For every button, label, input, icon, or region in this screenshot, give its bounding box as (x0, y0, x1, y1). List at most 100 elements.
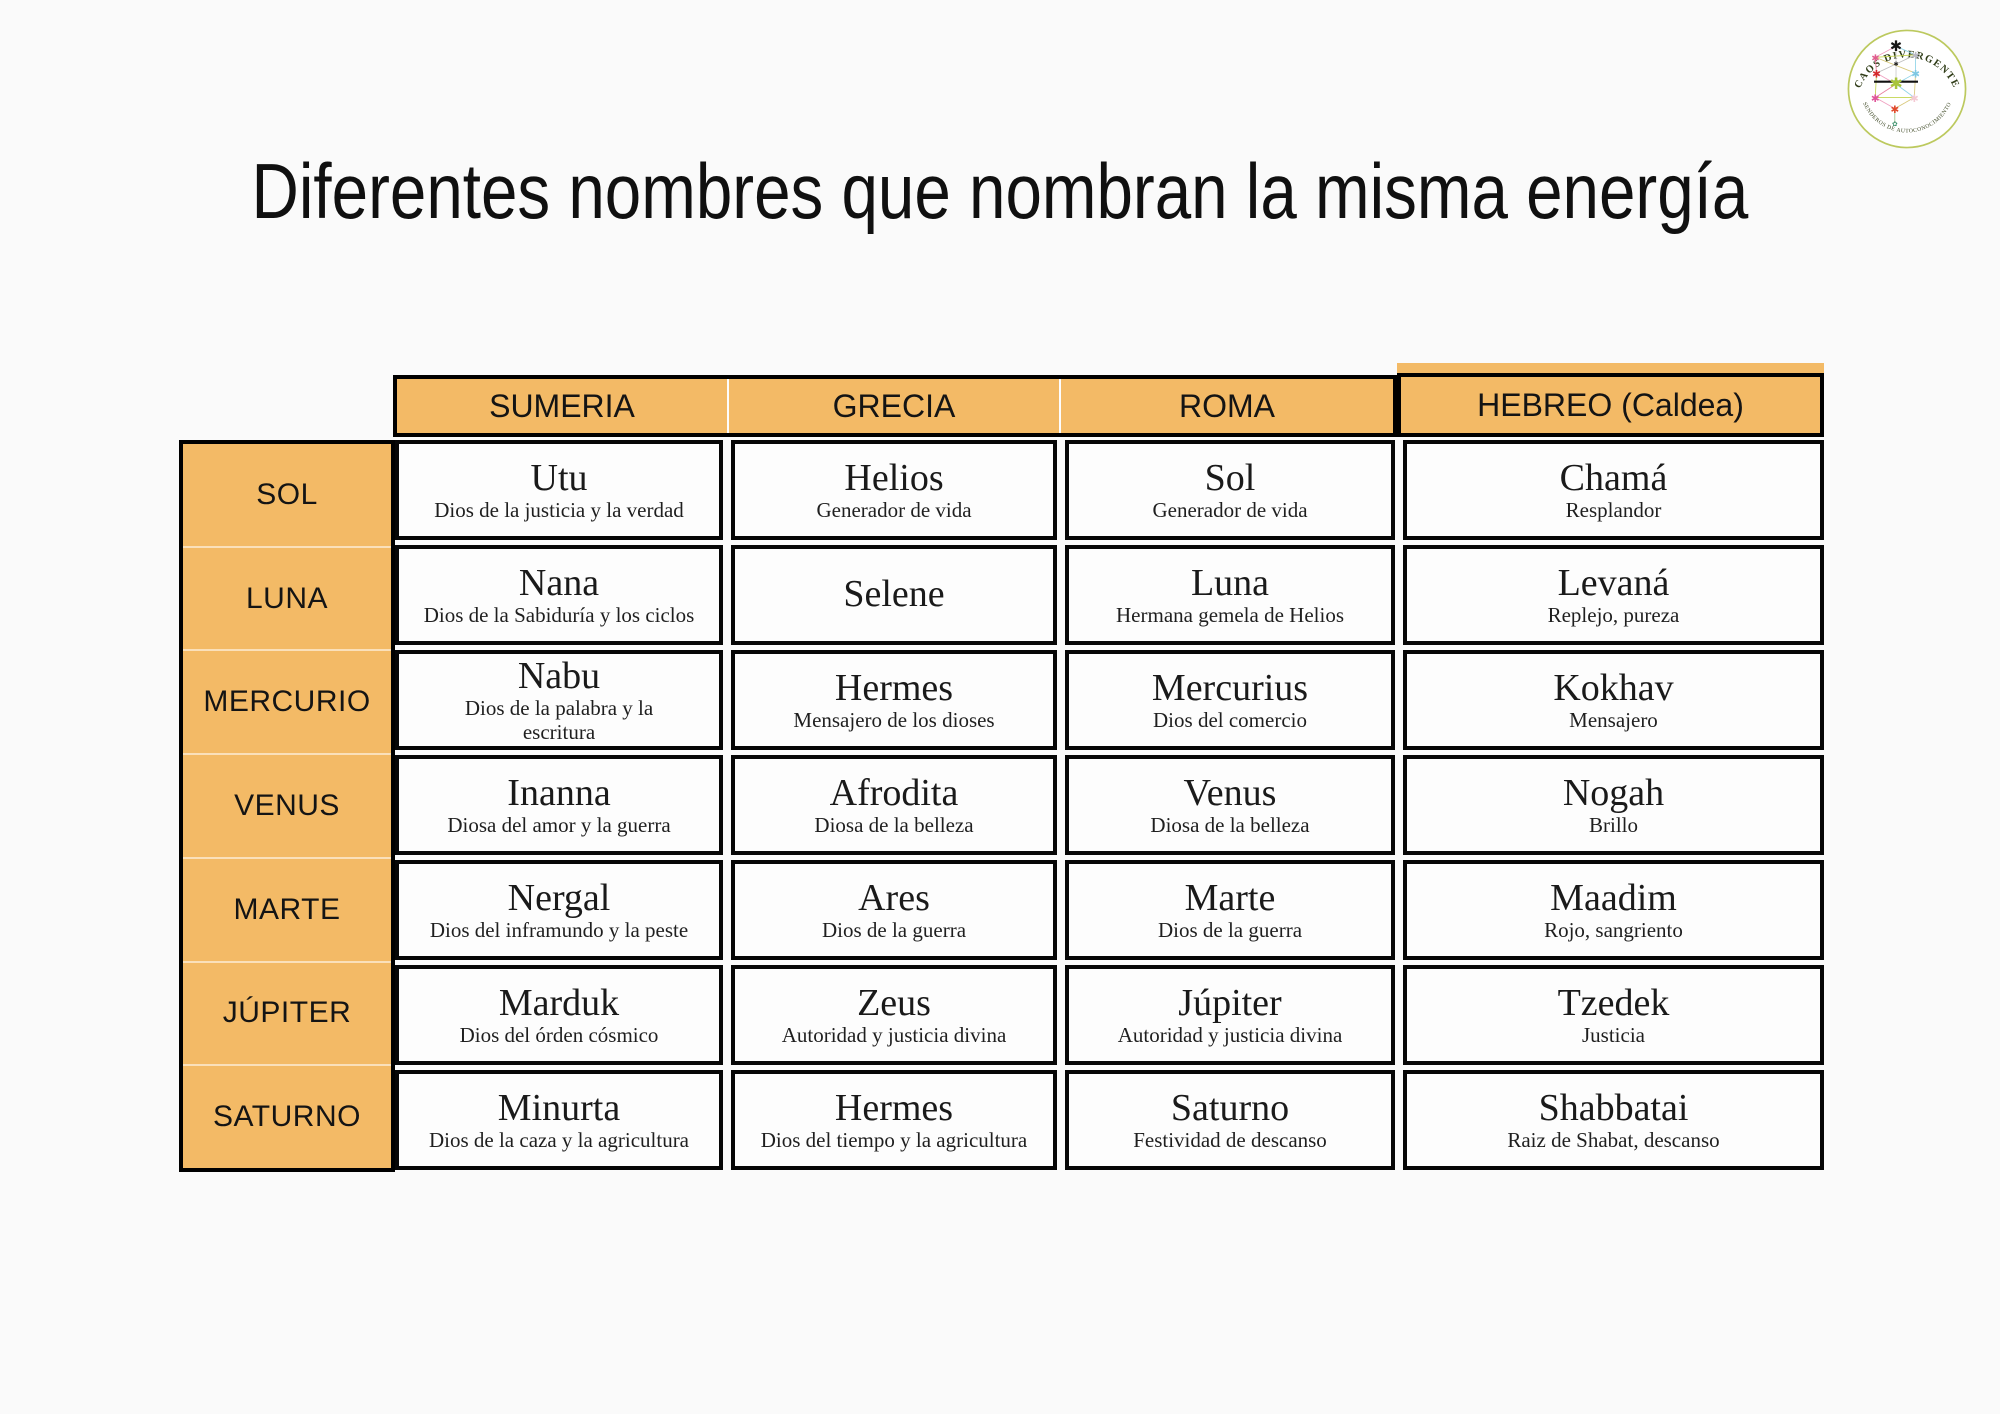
cell-venus-sumeria: Inanna Diosa del amor y la guerra (395, 755, 723, 855)
deity-name: Nergal (507, 876, 611, 919)
svg-text:✱: ✱ (1871, 93, 1880, 105)
row-header-luna: LUNA (183, 545, 391, 650)
cell-saturno-grecia: Hermes Dios del tiempo y la agricultura (731, 1070, 1057, 1170)
deity-desc: Rojo, sangriento (1544, 917, 1683, 942)
page-title: Diferentes nombres que nombran la misma … (251, 147, 1749, 235)
column-header-row: SUMERIA GRECIA ROMA (393, 375, 1397, 437)
row-header-mercurio: MERCURIO (183, 649, 391, 753)
deity-desc: Dios de la guerra (821, 917, 967, 942)
deity-name: Saturno (1170, 1086, 1290, 1129)
deity-name: Venus (1183, 771, 1277, 814)
cell-sol-roma: Sol Generador de vida (1065, 440, 1395, 540)
svg-text:✱: ✱ (1893, 61, 1898, 68)
deity-name: Nogah (1562, 771, 1665, 814)
deity-desc: Dios de la caza y la agricultura (428, 1127, 690, 1152)
deity-name: Maadim (1550, 876, 1677, 919)
svg-text:✱: ✱ (1911, 68, 1920, 80)
deity-name: Levaná (1557, 561, 1670, 604)
deity-comparison-table: SUMERIA GRECIA ROMA HEBREO (Caldea) SOL … (179, 361, 1824, 1181)
deity-desc: Dios del inframundo y la peste (429, 917, 689, 942)
deity-name: Helios (844, 456, 944, 499)
deity-name: Hermes (834, 666, 954, 709)
cell-mercurio-hebreo: Kokhav Mensajero (1403, 650, 1824, 750)
deity-desc: Dios de la guerra (1157, 917, 1303, 942)
svg-text:✱: ✱ (1871, 54, 1879, 65)
deity-name: Júpiter (1178, 981, 1282, 1024)
deity-desc: Generador de vida (816, 497, 972, 522)
cell-jupiter-hebreo: Tzedek Justicia (1403, 965, 1824, 1065)
deity-desc: Raiz de Shabat, descanso (1507, 1127, 1720, 1152)
cell-luna-roma: Luna Hermana gemela de Helios (1065, 545, 1395, 645)
deity-desc: Autoridad y justicia divina (1117, 1022, 1343, 1047)
deity-name: Marduk (498, 981, 620, 1024)
cell-marte-sumeria: Nergal Dios del inframundo y la peste (395, 860, 723, 960)
cell-marte-grecia: Ares Dios de la guerra (731, 860, 1057, 960)
deity-name: Hermes (834, 1086, 954, 1129)
deity-name: Zeus (857, 981, 931, 1024)
deity-name: Utu (530, 456, 588, 499)
cell-venus-grecia: Afrodita Diosa de la belleza (731, 755, 1057, 855)
svg-text:✿: ✿ (1892, 120, 1898, 128)
row-header-saturno: SATURNO (183, 1064, 391, 1168)
deity-desc: Diosa del amor y la guerra (447, 812, 671, 837)
deity-name: Afrodita (829, 771, 959, 814)
cell-saturno-roma: Saturno Festividad de descanso (1065, 1070, 1395, 1170)
svg-text:✱: ✱ (1890, 38, 1902, 55)
deity-desc: Hermana gemela de Helios (1116, 602, 1344, 627)
svg-text:✱: ✱ (1890, 104, 1899, 116)
cell-sol-grecia: Helios Generador de vida (731, 440, 1057, 540)
deity-desc: Dios del comercio (1153, 707, 1307, 732)
cell-saturno-hebreo: Shabbatai Raiz de Shabat, descanso (1403, 1070, 1824, 1170)
deity-desc: Resplandor (1565, 497, 1662, 522)
row-header-column: SOL LUNA MERCURIO VENUS MARTE JÚPITER SA… (179, 440, 395, 1172)
deity-desc: Diosa de la belleza (1150, 812, 1310, 837)
deity-desc: Generador de vida (1152, 497, 1308, 522)
cell-sol-sumeria: Utu Dios de la justicia y la verdad (395, 440, 723, 540)
column-header-grecia: GRECIA (727, 379, 1059, 433)
deity-desc: Diosa de la belleza (814, 812, 974, 837)
deity-name: Chamá (1559, 456, 1668, 499)
cell-marte-roma: Marte Dios de la guerra (1065, 860, 1395, 960)
cell-jupiter-grecia: Zeus Autoridad y justicia divina (731, 965, 1057, 1065)
column-header-roma: ROMA (1059, 379, 1393, 433)
svg-text:✱: ✱ (1910, 93, 1919, 105)
deity-name: Selene (843, 573, 945, 616)
deity-desc: Dios de la Sabiduría y los ciclos (423, 602, 695, 627)
cell-marte-hebreo: Maadim Rojo, sangriento (1403, 860, 1824, 960)
column-header-hebreo: HEBREO (Caldea) (1397, 373, 1824, 437)
table-body-grid: Utu Dios de la justicia y la verdad Heli… (395, 440, 1824, 1170)
column-header-sumeria: SUMERIA (489, 387, 635, 424)
cell-luna-grecia: Selene (731, 545, 1057, 645)
deity-name: Marte (1184, 876, 1276, 919)
deity-name: Ares (858, 876, 930, 919)
deity-desc: Mensajero de los dioses (793, 707, 995, 732)
cell-sol-hebreo: Chamá Resplandor (1403, 440, 1824, 540)
cell-jupiter-roma: Júpiter Autoridad y justicia divina (1065, 965, 1395, 1065)
row-header-marte: MARTE (183, 856, 391, 961)
svg-text:✱: ✱ (1889, 74, 1902, 93)
deity-name: Inanna (507, 771, 611, 814)
cell-jupiter-sumeria: Marduk Dios del órden cósmico (395, 965, 723, 1065)
cell-luna-hebreo: Levaná Replejo, pureza (1403, 545, 1824, 645)
deity-desc: Autoridad y justicia divina (781, 1022, 1007, 1047)
deity-name: Luna (1190, 561, 1270, 604)
deity-name: Nabu (517, 654, 601, 697)
cell-saturno-sumeria: Minurta Dios de la caza y la agricultura (395, 1070, 723, 1170)
deity-desc: Dios del órden cósmico (459, 1022, 659, 1047)
cell-mercurio-sumeria: Nabu Dios de la palabra y la escritura (395, 650, 723, 750)
deity-desc: Dios de la justicia y la verdad (434, 497, 684, 522)
logo-badge: CAOS DIVERGENTE SENDEROS DE AUTOCONOCIMI… (1846, 28, 1968, 150)
deity-name: Nana (518, 561, 600, 604)
deity-desc: Justicia (1582, 1022, 1645, 1047)
deity-desc: Mensajero (1569, 707, 1658, 732)
cell-mercurio-grecia: Hermes Mensajero de los dioses (731, 650, 1057, 750)
deity-name: Tzedek (1557, 981, 1670, 1024)
deity-desc: Brillo (1588, 812, 1638, 837)
logo-tree-of-life-icon: CAOS DIVERGENTE SENDEROS DE AUTOCONOCIMI… (1847, 29, 1967, 149)
deity-name: Minurta (497, 1086, 621, 1129)
row-header-venus: VENUS (183, 753, 391, 857)
deity-name: Sol (1204, 456, 1256, 499)
deity-name: Shabbatai (1538, 1086, 1689, 1129)
cell-venus-roma: Venus Diosa de la belleza (1065, 755, 1395, 855)
cell-venus-hebreo: Nogah Brillo (1403, 755, 1824, 855)
